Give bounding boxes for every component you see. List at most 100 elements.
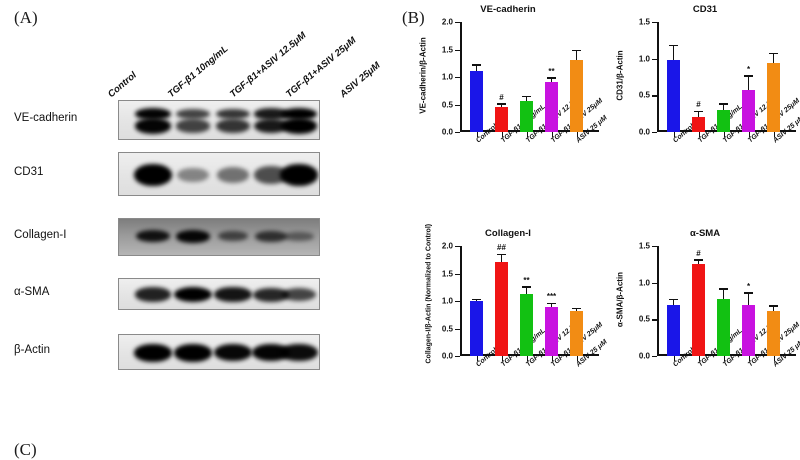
blot-band bbox=[282, 288, 317, 301]
significance-marker: # bbox=[696, 249, 700, 258]
error-bar-cap bbox=[744, 75, 753, 77]
bar-asiv-alone bbox=[767, 311, 781, 356]
error-bar-cap bbox=[522, 96, 531, 98]
blot-band bbox=[135, 287, 171, 301]
error-bar bbox=[748, 77, 750, 90]
significance-marker: * bbox=[747, 282, 750, 291]
blot-strip bbox=[118, 100, 320, 140]
y-axis bbox=[460, 22, 462, 132]
blot-band bbox=[217, 167, 250, 183]
y-tick bbox=[652, 246, 657, 247]
blot-band bbox=[176, 230, 211, 243]
blot-band bbox=[214, 287, 251, 302]
y-tick-label: 1.0 bbox=[639, 278, 650, 287]
error-bar bbox=[673, 46, 675, 60]
bar-control bbox=[470, 71, 484, 132]
blot-row-label: Collagen-I bbox=[14, 229, 66, 241]
y-tick bbox=[455, 356, 460, 357]
blot-band bbox=[134, 164, 172, 186]
y-tick bbox=[652, 283, 657, 284]
bar-asiv25 bbox=[545, 82, 559, 132]
blot-band bbox=[214, 344, 252, 361]
y-tick bbox=[652, 319, 657, 320]
y-tick bbox=[652, 59, 657, 60]
error-bar-cap bbox=[572, 308, 581, 310]
error-bar-cap bbox=[547, 77, 556, 79]
y-tick bbox=[455, 77, 460, 78]
blot-bands bbox=[119, 101, 319, 139]
y-tick-label: 0.5 bbox=[442, 324, 453, 333]
blot-bands bbox=[119, 219, 319, 255]
blot-band bbox=[280, 344, 318, 361]
y-axis bbox=[460, 246, 462, 356]
y-tick-label: 1.0 bbox=[442, 297, 453, 306]
chart-title: Collagen-I bbox=[408, 228, 608, 239]
y-axis bbox=[657, 22, 659, 132]
bar-control bbox=[470, 301, 484, 356]
y-tick bbox=[652, 356, 657, 357]
error-bar-cap bbox=[669, 299, 678, 301]
error-bar bbox=[526, 97, 528, 101]
bar-tgfb1 bbox=[495, 262, 509, 356]
blot-band bbox=[174, 287, 212, 303]
blot-bands bbox=[119, 279, 319, 309]
bar-asiv-alone bbox=[570, 60, 584, 132]
y-tick-label: 1.5 bbox=[639, 18, 650, 27]
error-bar-cap bbox=[694, 111, 703, 113]
error-bar bbox=[476, 300, 478, 301]
bar-asiv-alone bbox=[767, 63, 781, 132]
y-tick-label: 0.5 bbox=[639, 91, 650, 100]
bar-control bbox=[667, 305, 681, 356]
error-bar bbox=[476, 66, 478, 71]
blot-lane-header: TGF-β1 10ng/mL bbox=[166, 43, 231, 100]
error-bar bbox=[576, 51, 578, 60]
chart-title: α-SMA bbox=[605, 228, 800, 239]
y-axis-label: VE-cadherin/β-Actin bbox=[419, 31, 428, 121]
error-bar-cap bbox=[547, 303, 556, 305]
y-axis bbox=[657, 246, 659, 356]
y-tick-label: 0.0 bbox=[639, 352, 650, 361]
y-axis-label: α-SMA/β-Actin bbox=[616, 255, 625, 345]
blot-band bbox=[218, 231, 249, 241]
y-tick-label: 1.0 bbox=[639, 54, 650, 63]
y-tick bbox=[455, 246, 460, 247]
y-tick bbox=[455, 301, 460, 302]
blot-band bbox=[255, 231, 287, 242]
y-tick bbox=[455, 132, 460, 133]
error-bar bbox=[773, 307, 775, 311]
y-tick bbox=[652, 95, 657, 96]
y-tick-label: 1.5 bbox=[442, 269, 453, 278]
blot-band bbox=[174, 344, 212, 362]
y-tick-label: 0.0 bbox=[639, 128, 650, 137]
blot-band bbox=[134, 344, 172, 362]
blot-strip bbox=[118, 152, 320, 196]
bar-asiv25 bbox=[545, 307, 559, 356]
blot-band bbox=[177, 168, 209, 183]
y-tick-label: 0.0 bbox=[442, 128, 453, 137]
blot-band bbox=[284, 232, 313, 241]
error-bar bbox=[723, 105, 725, 110]
significance-marker: # bbox=[696, 100, 700, 109]
y-tick-label: 2.0 bbox=[442, 18, 453, 27]
bar-asiv-alone bbox=[570, 311, 584, 356]
panel-c-label: (C) bbox=[14, 440, 37, 460]
y-tick-label: 1.0 bbox=[442, 73, 453, 82]
bar-asiv125 bbox=[520, 294, 534, 356]
significance-marker: * bbox=[747, 65, 750, 74]
panel-a-label: (A) bbox=[14, 8, 38, 28]
blot-bands bbox=[119, 335, 319, 369]
error-bar bbox=[576, 309, 578, 311]
bar-asiv125 bbox=[717, 110, 731, 132]
error-bar-cap bbox=[472, 64, 481, 66]
significance-marker: ## bbox=[497, 243, 506, 252]
y-tick bbox=[455, 22, 460, 23]
blot-band bbox=[280, 164, 318, 186]
y-tick bbox=[455, 274, 460, 275]
